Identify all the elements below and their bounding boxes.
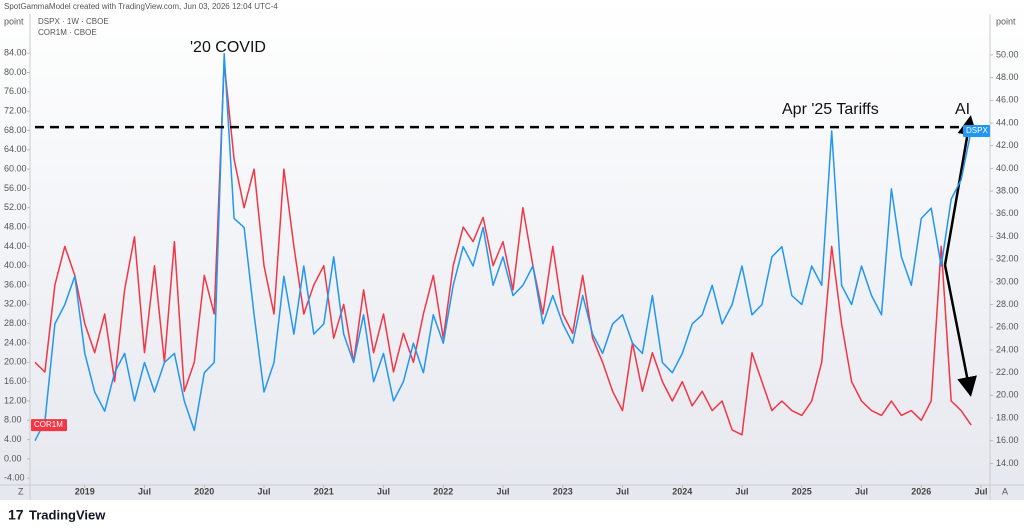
x-tick-label: 2019 bbox=[75, 486, 95, 496]
y2-tick-label: 40.00 bbox=[996, 163, 1019, 173]
arrow bbox=[943, 264, 977, 397]
y-tick-label: 84.00 bbox=[4, 48, 27, 58]
y2-tick-label: 34.00 bbox=[996, 231, 1019, 241]
y2-tick-label: 14.00 bbox=[996, 458, 1019, 468]
x-tick-label: 2020 bbox=[194, 486, 214, 496]
footer: TradingView bbox=[29, 507, 106, 522]
y-label: point bbox=[4, 16, 24, 26]
y-tick-label: 56.00 bbox=[4, 183, 27, 193]
y-tick-label: 80.00 bbox=[4, 67, 27, 77]
y-tick-label: 76.00 bbox=[4, 86, 27, 96]
button[interactable]: A bbox=[1002, 486, 1008, 496]
y-tick-label: 40.00 bbox=[4, 260, 27, 270]
y-tick-label: 64.00 bbox=[4, 144, 27, 154]
y-tick-label: 12.00 bbox=[4, 395, 27, 405]
y2-tick-label: 44.00 bbox=[996, 117, 1019, 127]
x-tick-label: Jul bbox=[855, 486, 868, 496]
logo-mark: 17 bbox=[8, 507, 24, 523]
logo: 17 TradingView bbox=[8, 507, 106, 523]
x-tick-label: 2025 bbox=[792, 486, 812, 496]
y-tick-label: 0.00 bbox=[4, 453, 22, 463]
y2-tick-label: 22.00 bbox=[996, 367, 1019, 377]
x-tick-label: Jul bbox=[975, 486, 988, 496]
y2-tick-label: 50.00 bbox=[996, 49, 1019, 59]
x-tick-label: 2024 bbox=[672, 486, 692, 496]
y-tick-label: 36.00 bbox=[4, 279, 27, 289]
legend-line: DSPX · 1W · CBOE bbox=[38, 17, 109, 26]
x-tick-label: Jul bbox=[497, 486, 510, 496]
y2-tick-label: 18.00 bbox=[996, 412, 1019, 422]
plot bbox=[34, 53, 972, 442]
price-tag bbox=[963, 124, 990, 137]
arrow bbox=[943, 115, 978, 266]
y2-tick-label: 26.00 bbox=[996, 322, 1019, 332]
x-tick-label: Jul bbox=[736, 486, 749, 496]
price-tag bbox=[31, 419, 67, 432]
y2-tick-label: 20.00 bbox=[996, 390, 1019, 400]
y2-tick-label: 30.00 bbox=[996, 276, 1019, 286]
y2-tick-label: 24.00 bbox=[996, 344, 1019, 354]
x-tick-label: Jul bbox=[258, 486, 271, 496]
y-tick-label: 44.00 bbox=[4, 241, 27, 251]
x-tick-label: 2023 bbox=[553, 486, 573, 496]
y2-tick-label: 32.00 bbox=[996, 254, 1019, 264]
y-tick-label: 28.00 bbox=[4, 318, 27, 328]
y-tick-label: 32.00 bbox=[4, 299, 27, 309]
y2-label: point bbox=[996, 16, 1016, 26]
y2-tick-label: 42.00 bbox=[996, 140, 1019, 150]
y-tick-label: 4.00 bbox=[4, 434, 22, 444]
annotation: Apr '25 Tariffs bbox=[782, 101, 879, 118]
x-tick-label: Jul bbox=[138, 486, 151, 496]
annotation: AI bbox=[955, 101, 970, 118]
x-tick-label: 2021 bbox=[314, 486, 334, 496]
button[interactable]: Z bbox=[18, 486, 24, 496]
legend-line: COR1M · CBOE bbox=[38, 28, 97, 37]
series-line bbox=[34, 62, 972, 436]
x-tick-label: Jul bbox=[377, 486, 390, 496]
y-tick-label: 16.00 bbox=[4, 376, 27, 386]
y2-tick-label: 48.00 bbox=[996, 72, 1019, 82]
header: SpotGammaModel created with TradingView.… bbox=[4, 2, 278, 11]
y-tick-label: -4.00 bbox=[4, 473, 25, 483]
y2-tick-label: 38.00 bbox=[996, 185, 1019, 195]
x-tick-label: 2026 bbox=[911, 486, 931, 496]
y-tick-label: 72.00 bbox=[4, 106, 27, 116]
y-tick-label: 60.00 bbox=[4, 163, 27, 173]
y2-tick-label: 36.00 bbox=[996, 208, 1019, 218]
series-name-tag: COR1M bbox=[34, 420, 63, 429]
y2-tick-label: 16.00 bbox=[996, 435, 1019, 445]
y-tick-label: 24.00 bbox=[4, 337, 27, 347]
series-name-tag: DSPX bbox=[966, 126, 988, 135]
annotation: '20 COVID bbox=[190, 39, 266, 56]
y2-tick-label: 46.00 bbox=[996, 95, 1019, 105]
y-tick-label: 52.00 bbox=[4, 202, 27, 212]
series-line bbox=[34, 53, 972, 442]
y-tick-label: 68.00 bbox=[4, 125, 27, 135]
y-tick-label: 20.00 bbox=[4, 357, 27, 367]
x-tick-label: 2022 bbox=[433, 486, 453, 496]
background bbox=[0, 0, 1024, 500]
y2-tick-label: 28.00 bbox=[996, 299, 1019, 309]
y-tick-label: 48.00 bbox=[4, 221, 27, 231]
y-tick-label: 8.00 bbox=[4, 415, 22, 425]
x-tick-label: Jul bbox=[616, 486, 629, 496]
